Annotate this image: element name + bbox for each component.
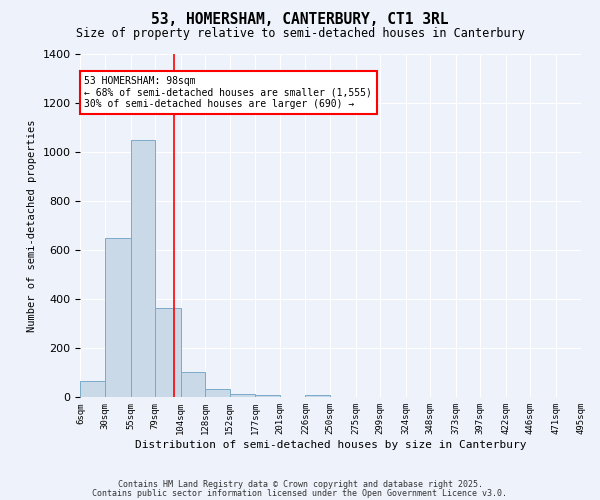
Text: Contains public sector information licensed under the Open Government Licence v3: Contains public sector information licen… [92,488,508,498]
Bar [230,394,255,398]
Bar [155,308,181,398]
Text: Contains HM Land Registry data © Crown copyright and database right 2025.: Contains HM Land Registry data © Crown c… [118,480,482,489]
Bar [80,382,105,398]
Bar [131,140,155,398]
Bar [305,395,330,398]
Bar [255,395,280,398]
Bar [205,389,230,398]
Y-axis label: Number of semi-detached properties: Number of semi-detached properties [27,120,37,332]
Text: 53 HOMERSHAM: 98sqm
← 68% of semi-detached houses are smaller (1,555)
30% of sem: 53 HOMERSHAM: 98sqm ← 68% of semi-detach… [85,76,373,110]
Text: 53, HOMERSHAM, CANTERBURY, CT1 3RL: 53, HOMERSHAM, CANTERBURY, CT1 3RL [151,12,449,28]
Bar [181,372,205,398]
Text: Size of property relative to semi-detached houses in Canterbury: Size of property relative to semi-detach… [76,28,524,40]
Bar [105,238,131,398]
X-axis label: Distribution of semi-detached houses by size in Canterbury: Distribution of semi-detached houses by … [135,440,526,450]
